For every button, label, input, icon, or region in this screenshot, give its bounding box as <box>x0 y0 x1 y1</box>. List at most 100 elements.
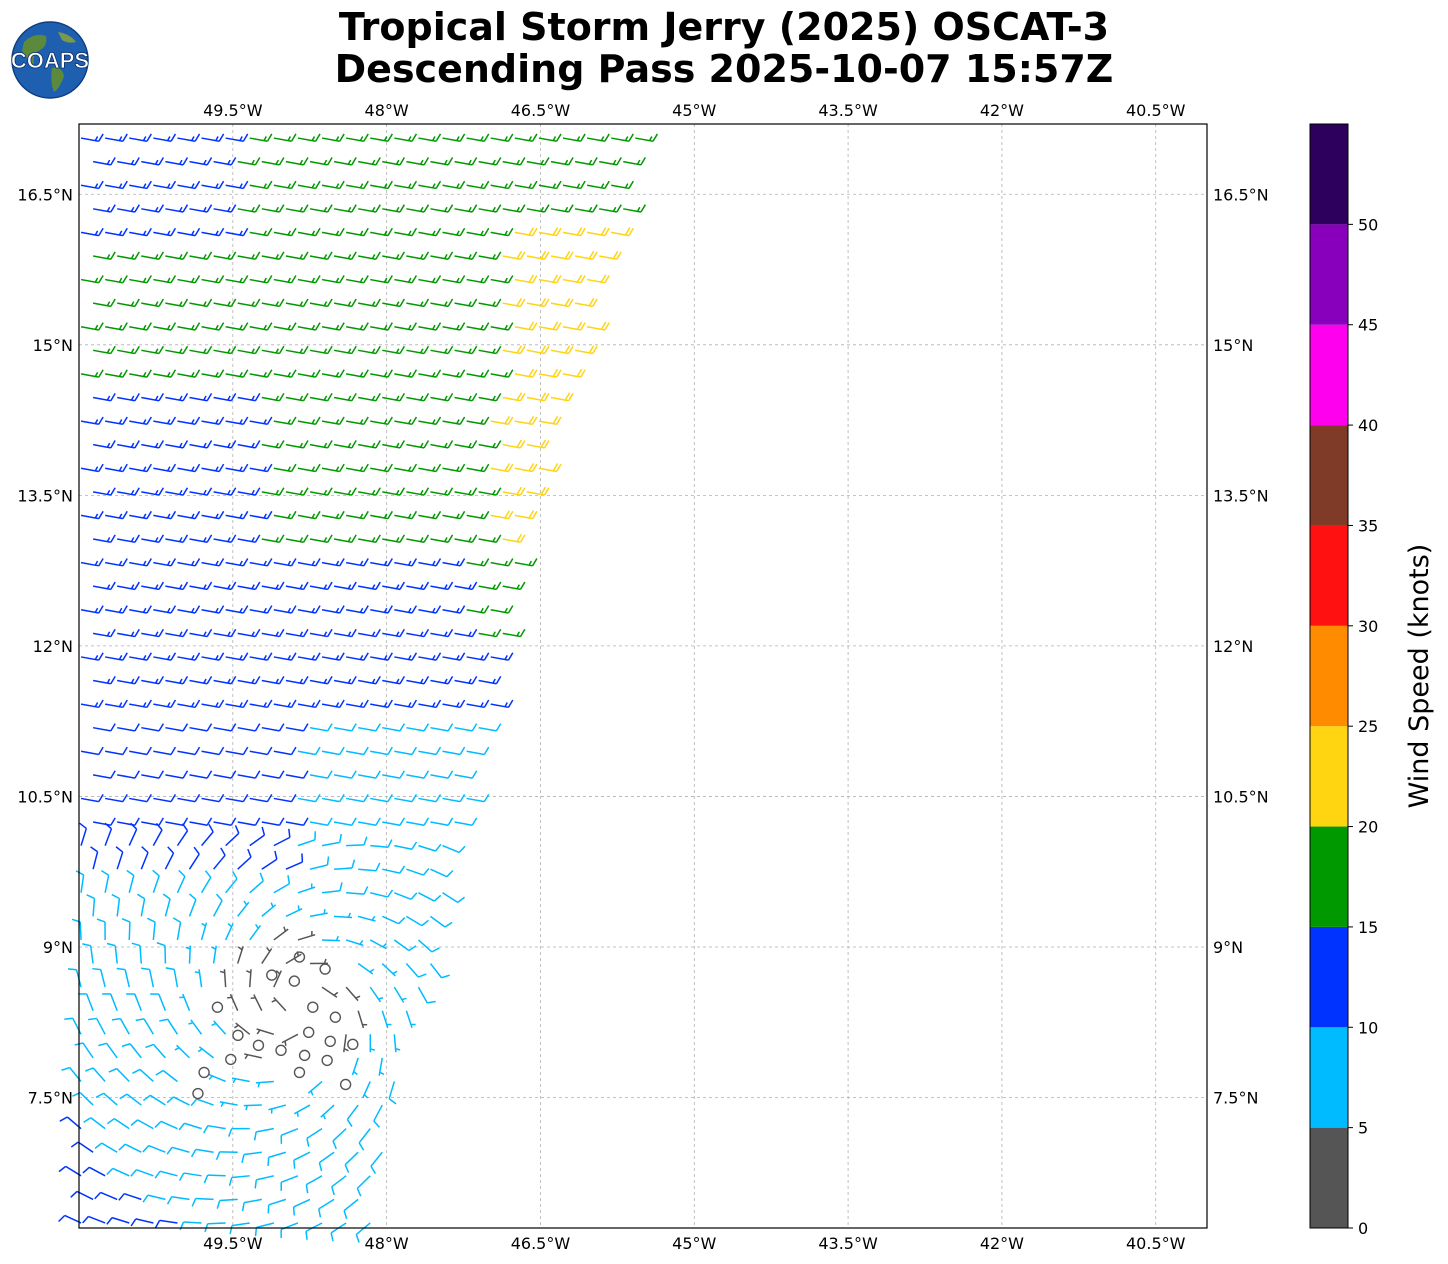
wind-barb-feather <box>314 558 321 567</box>
lon-tick-label-top: 40.5°W <box>1126 101 1186 120</box>
wind-barb <box>334 859 356 870</box>
wind-barb-half-feather <box>299 678 304 684</box>
wind-barb-feather <box>504 415 511 425</box>
wind-barb <box>165 487 189 496</box>
wind-barb <box>267 1198 287 1214</box>
wind-barb-feather <box>98 322 104 331</box>
wind-barb <box>502 533 526 543</box>
wind-barb-feather <box>134 581 140 590</box>
wind-barb-half-feather <box>203 678 207 684</box>
wind-barb <box>418 369 442 378</box>
wind-barb <box>454 628 478 638</box>
wind-barb-feather <box>314 369 321 378</box>
wind-barb <box>105 463 128 473</box>
wind-barb-feather <box>230 298 237 307</box>
wind-barb-half-feather <box>492 395 496 401</box>
lon-tick-label-bottom: 46.5°W <box>511 1234 571 1253</box>
wind-barb-half-feather <box>239 324 243 330</box>
wind-barb-feather <box>351 534 357 543</box>
wind-barb-half-feather <box>419 254 424 259</box>
wind-barb-feather <box>399 676 406 685</box>
wind-barb <box>261 392 285 402</box>
wind-barb-half-feather <box>275 206 279 212</box>
wind-barb <box>405 1010 416 1029</box>
wind-barb <box>478 204 502 213</box>
wind-barb <box>345 793 369 803</box>
wind-barb <box>140 846 149 870</box>
wind-barb-feather <box>98 746 104 755</box>
wind-barb <box>237 676 261 685</box>
wind-barb-feather <box>278 723 285 732</box>
wind-barb <box>98 1042 118 1059</box>
wind-barb <box>406 157 430 166</box>
wind-barb <box>105 699 128 709</box>
wind-barb-feather <box>387 699 393 708</box>
wind-barb-feather <box>543 251 550 260</box>
wind-barb <box>635 133 659 143</box>
wind-barb-half-feather <box>432 419 436 425</box>
wind-barb <box>166 1096 190 1106</box>
wind-barb-staff <box>139 945 143 964</box>
wind-barb-half-feather <box>275 970 281 975</box>
wind-barb-half-feather <box>311 702 316 708</box>
wind-barb <box>126 869 135 893</box>
wind-barb-feather <box>302 345 309 354</box>
wind-barb-feather <box>314 275 321 284</box>
wind-barb <box>129 180 152 190</box>
wind-barb-staff <box>79 1092 94 1106</box>
wind-barb <box>92 392 116 402</box>
wind-barb-feather <box>206 487 213 496</box>
wind-barb-feather <box>339 510 345 520</box>
wind-barb-staff <box>85 993 94 1011</box>
wind-barbs <box>58 133 659 1243</box>
wind-barb-half-feather <box>154 631 159 637</box>
wind-barb-feather <box>351 487 357 496</box>
wind-barb-feather <box>423 581 430 590</box>
wind-barb-half-feather <box>154 348 159 354</box>
wind-barb <box>189 251 213 260</box>
wind-barb-feather <box>540 345 547 354</box>
wind-barb-feather <box>290 275 297 284</box>
wind-barb-half-feather <box>407 466 412 472</box>
wind-barb-feather <box>327 345 333 354</box>
wind-barb-half-feather <box>444 584 448 590</box>
wind-barb <box>166 1195 190 1205</box>
wind-barb <box>176 869 186 894</box>
wind-barb-half-feather <box>239 136 243 142</box>
wind-barb <box>370 889 394 898</box>
wind-barb <box>79 822 88 846</box>
wind-barb-half-feather <box>468 159 472 165</box>
wind-barb <box>538 133 562 143</box>
wind-barb-feather <box>459 322 466 331</box>
wind-barb-half-feather <box>480 655 484 660</box>
wind-barb-feather <box>188 893 197 901</box>
lat-tick-label-left: 9°N <box>43 938 73 957</box>
wind-barb-feather <box>495 251 502 260</box>
wind-barb-feather <box>459 275 466 284</box>
wind-barb-half-feather <box>203 348 207 354</box>
wind-barb <box>322 935 341 942</box>
wind-barb <box>454 581 478 591</box>
wind-barb-feather <box>387 793 393 803</box>
wind-barb <box>189 770 213 779</box>
wind-barb-feather <box>363 558 369 567</box>
wind-barb-half-feather <box>456 136 460 142</box>
wind-barb-half-feather <box>335 183 340 189</box>
wind-barb-feather <box>387 463 393 472</box>
wind-barb <box>261 850 278 870</box>
wind-barb-staff <box>237 726 256 732</box>
wind-barb <box>490 558 514 567</box>
wind-barb-feather <box>604 133 610 142</box>
wind-barb <box>345 227 369 237</box>
wind-barb <box>370 699 393 709</box>
wind-barb-half-feather <box>215 702 219 708</box>
wind-barb-feather <box>363 369 369 378</box>
wind-barb-feather <box>616 157 622 166</box>
wind-barb-half-feather <box>335 324 340 330</box>
wind-barb-half-feather <box>359 702 364 708</box>
wind-barb <box>309 908 328 918</box>
wind-barb <box>201 652 225 661</box>
wind-barb <box>153 510 177 520</box>
colorbar-bin <box>1310 726 1348 827</box>
wind-barb <box>105 322 128 331</box>
